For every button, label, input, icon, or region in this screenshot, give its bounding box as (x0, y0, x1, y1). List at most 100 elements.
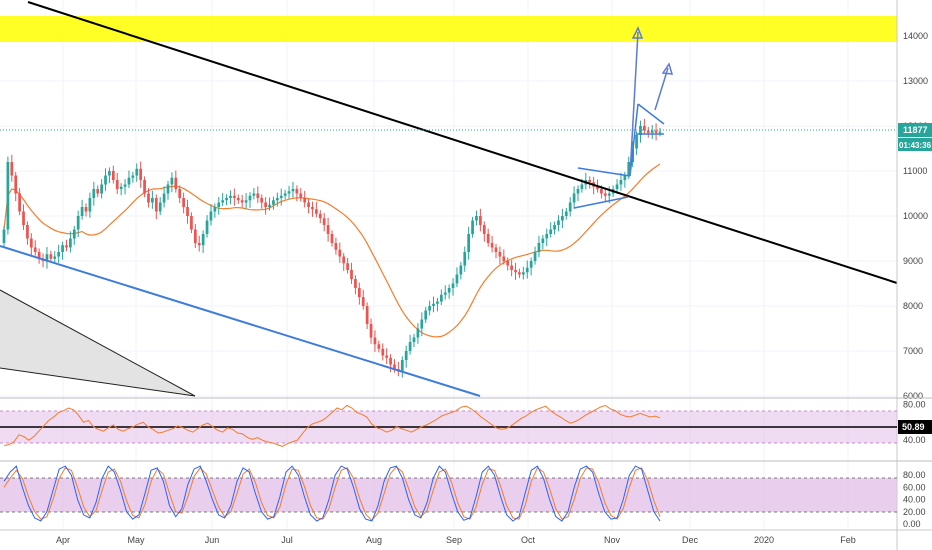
candle-body (369, 324, 373, 338)
candles-layer (2, 118, 662, 378)
candle-body (568, 202, 572, 212)
wedge-upper-line (0, 289, 196, 397)
candle-body (268, 204, 271, 207)
time-axis-ticks: Apr May Jun Jul Aug Sep Oct Nov Dec 2020 Feb (56, 535, 856, 545)
candle-body (72, 229, 76, 239)
candle-body (221, 200, 225, 203)
stoch-tick-label: 40.00 (903, 495, 926, 505)
candle-body (361, 297, 365, 306)
flag-lower-line[interactable] (573, 196, 629, 209)
candle-body (428, 306, 431, 311)
time-tick-label: Oct (521, 535, 536, 545)
wedge-lower-line (0, 367, 196, 397)
candle-body (18, 193, 21, 212)
candle-body (322, 218, 326, 225)
candle-body (342, 256, 346, 264)
candle-body (502, 256, 506, 261)
candle-body (404, 351, 408, 360)
candle-body (287, 191, 291, 194)
rsi-value-tag (898, 420, 932, 434)
candle-body (264, 202, 267, 207)
candle-body (537, 243, 541, 252)
candle-body (412, 337, 416, 342)
candle-body (76, 216, 80, 230)
downtrend-line[interactable] (27, 1, 898, 284)
candle-body (174, 177, 178, 189)
stoch-axis-ticks: 0.00 20.00 40.00 60.00 80.00 (903, 470, 926, 529)
candle-body (385, 355, 389, 358)
candle-body (275, 198, 279, 201)
candle-body (373, 337, 377, 345)
candle-body (580, 184, 584, 189)
price-tick-label: 6000 (903, 391, 923, 401)
candle-body (451, 283, 455, 288)
time-tick-label: Dec (682, 535, 699, 545)
candle-body (400, 360, 404, 372)
candle-body (311, 207, 314, 210)
candle-body (22, 211, 25, 225)
candle-body (432, 303, 435, 306)
candle-body (303, 198, 307, 203)
candle-body (104, 175, 107, 185)
rsi-axis-ticks: 40.00 80.00 (903, 399, 926, 445)
time-tick-label: 2020 (754, 535, 774, 545)
candle-body (576, 189, 580, 194)
stoch-k-line (3, 465, 661, 522)
time-tick-label: Nov (604, 535, 621, 545)
stoch-line-layer (3, 465, 661, 522)
candle-body (225, 198, 228, 201)
candle-body (389, 357, 392, 365)
candle-body (521, 272, 525, 275)
flag-upper-line[interactable] (577, 167, 631, 177)
candle-body (190, 216, 193, 230)
candle-body (416, 328, 420, 338)
candle-body (209, 211, 213, 221)
candle-body (151, 198, 154, 203)
candle-body (408, 342, 412, 351)
candle-body (650, 130, 654, 133)
candle-body (607, 193, 611, 196)
target-arrow-1[interactable] (629, 31, 639, 176)
support-line[interactable] (0, 245, 481, 397)
candle-body (45, 254, 49, 261)
candle-body (533, 252, 537, 261)
candle-body (2, 229, 6, 243)
candle-body (166, 184, 170, 194)
candle-body (295, 189, 299, 194)
candle-body (545, 234, 549, 239)
candle-body (283, 193, 287, 196)
time-tick-label: Jun (205, 535, 220, 545)
candle-body (139, 168, 143, 180)
time-tick-label: Feb (840, 535, 856, 545)
candle-body (154, 198, 158, 212)
candle-body (557, 220, 560, 225)
candle-body (6, 162, 10, 230)
candle-body (80, 207, 84, 216)
pennant-upper-line[interactable] (637, 103, 665, 125)
rsi-tick-label: 80.00 (903, 399, 926, 409)
candle-body (69, 238, 72, 248)
stoch-tick-label: 80.00 (903, 470, 926, 480)
candle-body (639, 126, 642, 135)
candle-body (10, 162, 14, 176)
candle-body (561, 216, 564, 221)
last-price-value: 11877 (903, 125, 928, 135)
candle-body (506, 261, 510, 266)
target-arrow-2[interactable] (654, 67, 669, 111)
price-tick-label: 14000 (903, 31, 928, 41)
price-tick-label: 7000 (903, 346, 923, 356)
candle-body (108, 171, 111, 176)
rsi-value: 50.89 (902, 422, 925, 432)
candle-body (14, 175, 18, 194)
candle-body (424, 310, 428, 320)
candle-body (346, 263, 349, 270)
candle-body (233, 195, 236, 198)
candle-body (646, 130, 650, 133)
candle-body (318, 213, 322, 219)
candle-body (213, 207, 217, 212)
target-arrow-1-head (631, 26, 644, 39)
candle-body (525, 267, 529, 273)
candle-body (37, 252, 41, 259)
candle-body (236, 198, 240, 201)
candle-body (564, 211, 568, 216)
